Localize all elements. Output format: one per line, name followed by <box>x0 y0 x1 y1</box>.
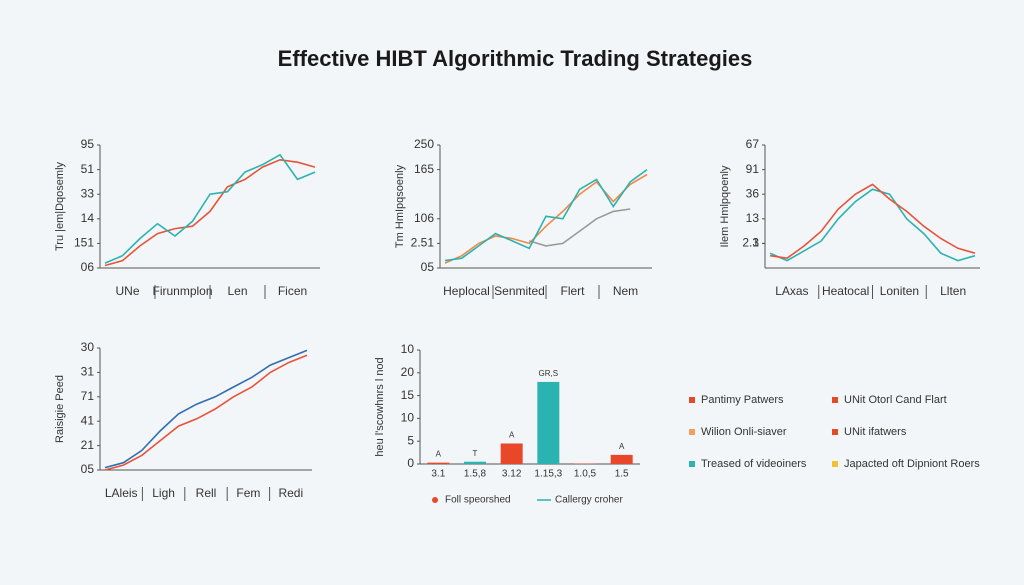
x-tick-label: Llten <box>940 284 966 298</box>
y-tick-label: 91 <box>746 162 760 176</box>
legend-label: Treased of videoiners <box>701 458 807 470</box>
x-tick-label: Firunmplon <box>152 284 212 298</box>
legend-swatch <box>832 461 838 467</box>
page-title: Effective HIBT Algorithmic Trading Strat… <box>278 46 753 71</box>
y-tick-label: 33 <box>81 186 95 200</box>
series-line <box>769 188 976 262</box>
y-tick-label: 05 <box>421 260 435 274</box>
y-tick-label: 67 <box>746 137 760 151</box>
x-tick-label: Flert <box>561 284 586 298</box>
y-tick-label: 13 <box>746 211 760 225</box>
x-tick-label: Senmited <box>494 284 545 298</box>
x-tick-label: 1.5,8 <box>464 469 487 480</box>
x-tick-label: LAleis <box>105 486 138 500</box>
y-axis-label: Tm HmIpqsoenly <box>394 164 406 248</box>
y-tick-label: 5 <box>407 433 414 447</box>
y-tick-label: 36 <box>746 186 760 200</box>
bar-annotation: A <box>619 442 625 451</box>
x-tick-label: Loniten <box>880 284 919 298</box>
x-tick-label: Ligh <box>152 486 175 500</box>
bar <box>427 462 450 464</box>
y-tick-label: 151 <box>74 236 94 250</box>
y-tick-label: 10 <box>401 342 415 356</box>
y-tick-label: 250 <box>414 137 434 151</box>
bar <box>500 443 523 464</box>
y-tick-label: 51 <box>81 162 95 176</box>
series-line <box>104 158 316 267</box>
x-tick-label: 1.5 <box>615 469 629 480</box>
x-tick-label: Redi <box>278 486 303 500</box>
y-axis-label: Ilem Hmlpqoenly <box>719 165 731 247</box>
x-tick-label: Heatocal <box>822 284 869 298</box>
bar <box>610 454 633 464</box>
y-tick-label: 31 <box>81 365 95 379</box>
x-tick-label: Fem <box>236 486 260 500</box>
y-tick-label: 05 <box>81 462 95 476</box>
series-line <box>104 349 308 469</box>
series-line <box>444 173 648 264</box>
series-line <box>528 208 631 247</box>
bar <box>537 381 560 464</box>
series-line <box>104 153 316 264</box>
x-tick-label: 3.12 <box>502 469 522 480</box>
legend-swatch <box>689 397 695 403</box>
legend-swatch <box>432 497 438 503</box>
y-tick-label: 0 <box>407 456 414 470</box>
y-tick-label: 165 <box>414 162 434 176</box>
bar-annotation: A <box>436 450 442 459</box>
legend-label: Foll speorshed <box>445 495 511 506</box>
y-tick-label: 106 <box>414 211 434 225</box>
y-axis-label: Raisigie Peed <box>54 375 66 443</box>
legend-label: Japacted oft Dipniont Roers <box>844 458 980 470</box>
bar-annotation: GR,S <box>539 369 559 378</box>
x-tick-label: UNe <box>115 284 139 298</box>
y-tick-label: 15 <box>401 388 415 402</box>
y-tick-label: 2.3 <box>742 236 759 250</box>
y-tick-label: 14 <box>81 211 95 225</box>
y-tick-label: 10 <box>401 411 415 425</box>
legend-swatch <box>832 429 838 435</box>
bar <box>464 461 486 464</box>
legend-swatch <box>832 397 838 403</box>
x-tick-label: 3.1 <box>431 469 445 480</box>
series-line <box>444 168 648 262</box>
y-axis-label: heu l'scowhnrs l nod <box>374 357 386 456</box>
series-line <box>104 354 308 471</box>
legend-label: Callergy croher <box>555 495 623 506</box>
legend-label: Pantimy Patwers <box>701 394 784 406</box>
x-tick-label: LAxas <box>775 284 808 298</box>
legend-swatch <box>689 429 695 435</box>
legend-label: Wilion Onli-siaver <box>701 426 787 438</box>
y-tick-label: 1 <box>752 236 759 250</box>
bar-annotation: A <box>509 431 515 440</box>
x-tick-label: 1.0,5 <box>574 469 597 480</box>
x-tick-label: Ficen <box>278 284 307 298</box>
y-tick-label: 20 <box>401 365 415 379</box>
y-tick-label: 95 <box>81 137 95 151</box>
y-tick-label: 21 <box>81 438 95 452</box>
x-tick-label: Heplocal <box>443 284 490 298</box>
x-tick-label: 1.15,3 <box>534 469 562 480</box>
y-tick-label: 41 <box>81 413 95 427</box>
y-tick-label: 71 <box>81 389 95 403</box>
x-tick-label: Rell <box>196 486 217 500</box>
y-tick-label: 2.51 <box>411 236 435 250</box>
legend-label: UNit Otorl Cand Flart <box>844 394 947 406</box>
legend-label: UNit ifatwers <box>844 426 907 438</box>
y-axis-label: Tru |em|Dqosemly <box>54 161 66 251</box>
x-tick-label: Len <box>227 284 247 298</box>
legend-swatch <box>689 461 695 467</box>
bar-annotation: T <box>473 449 478 458</box>
y-tick-label: 06 <box>81 260 95 274</box>
x-tick-label: Nem <box>613 284 638 298</box>
series-line <box>769 183 976 260</box>
y-tick-label: 30 <box>81 340 95 354</box>
